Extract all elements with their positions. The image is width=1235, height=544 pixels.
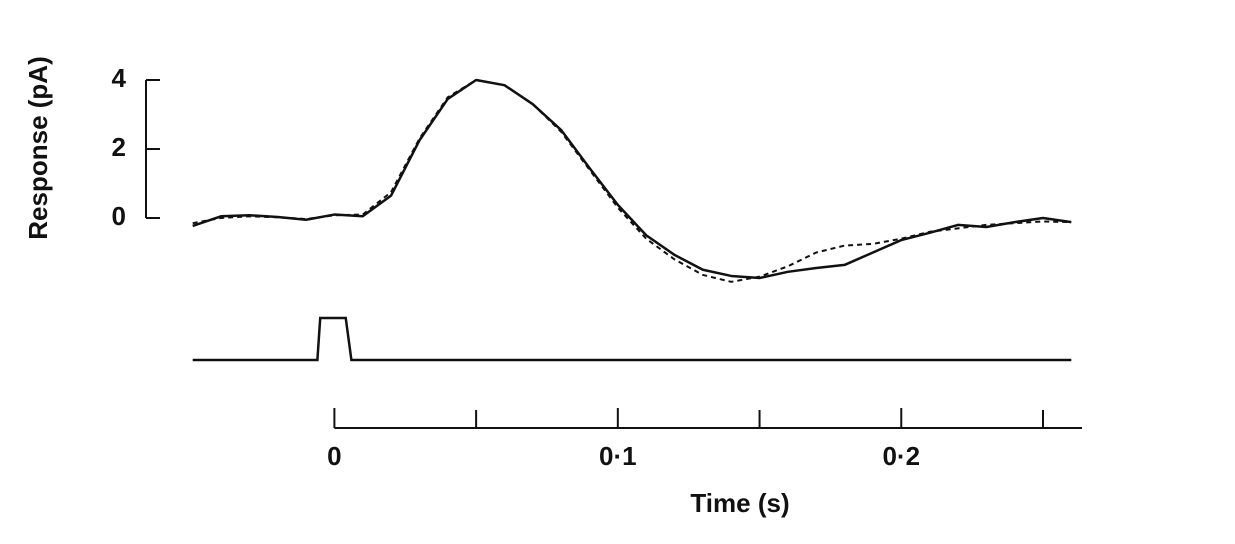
y-axis-label: Response (pA) xyxy=(23,56,53,239)
response-line xyxy=(192,78,1072,280)
x-tick-label: 0·1 xyxy=(599,441,637,471)
stimulus-line xyxy=(192,316,1072,362)
x-tick-label: 0 xyxy=(327,441,341,471)
x-axis-label: Time (s) xyxy=(690,488,789,518)
y-tick-label: 0 xyxy=(112,201,126,231)
y-tick-label: 4 xyxy=(112,63,127,93)
response-line xyxy=(192,79,1072,283)
y-tick-label: 2 xyxy=(112,132,126,162)
x-tick-label: 0·2 xyxy=(882,441,920,471)
